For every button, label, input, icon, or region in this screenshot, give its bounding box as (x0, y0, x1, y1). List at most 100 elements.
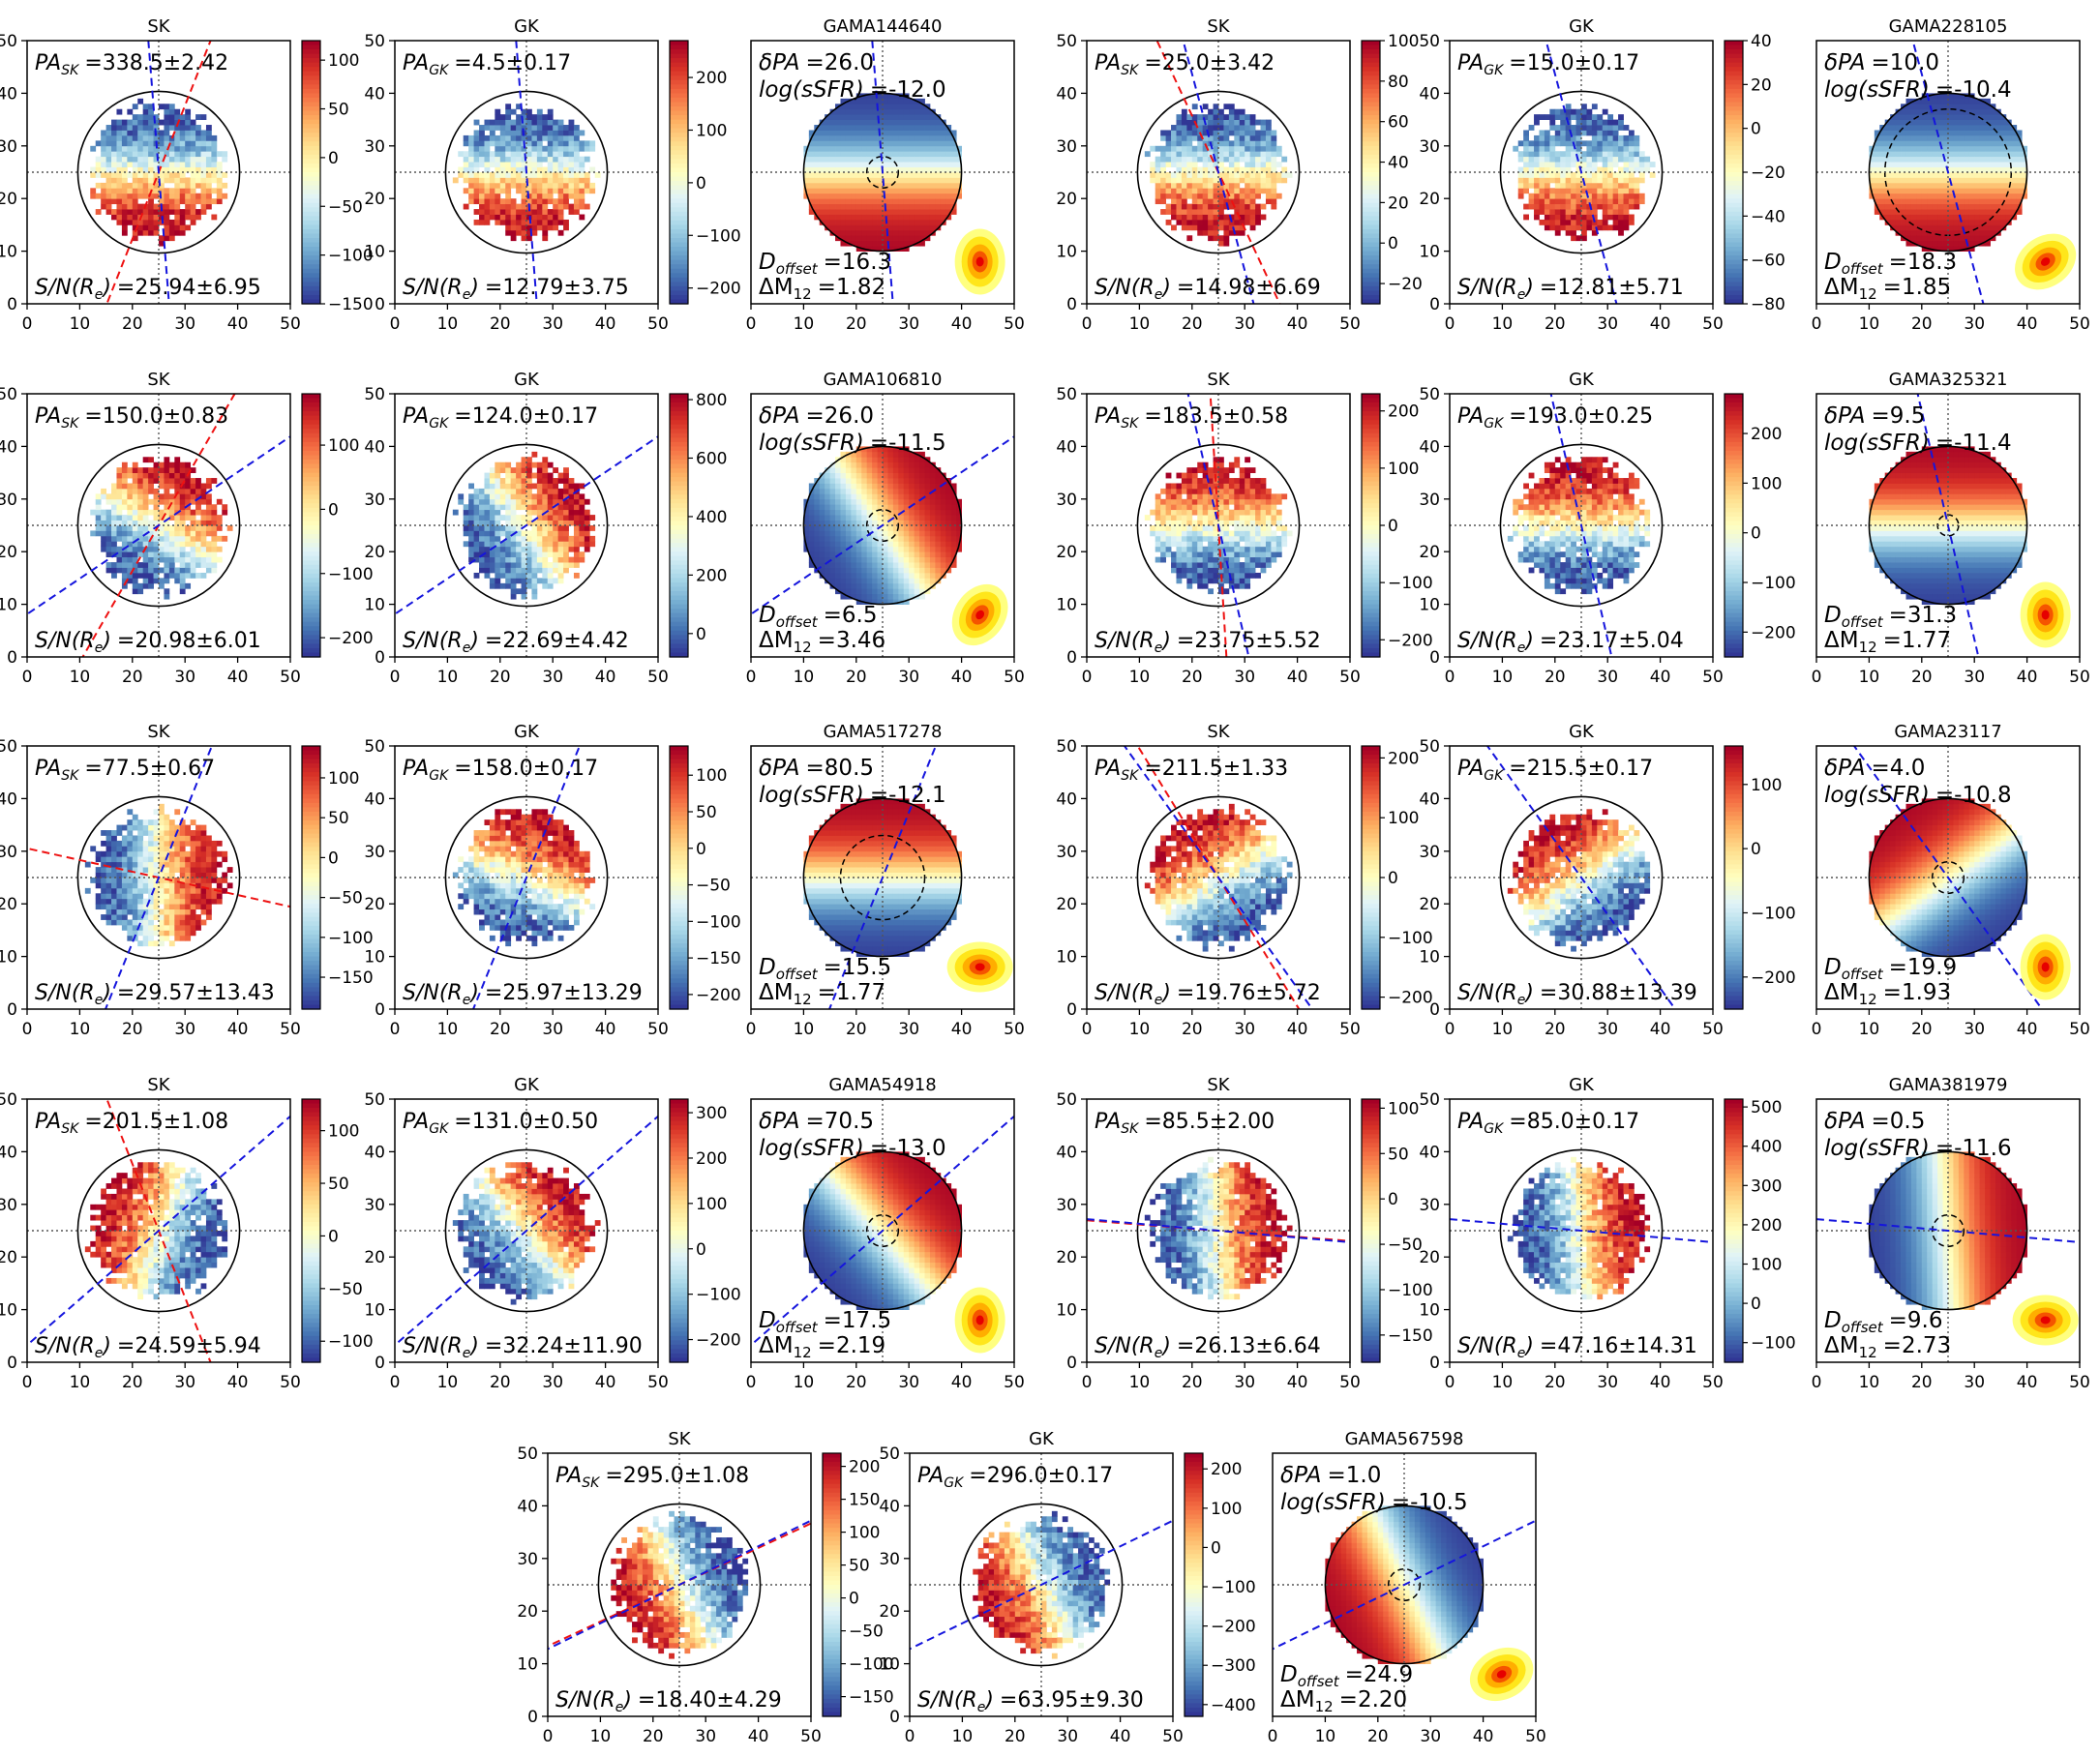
gk-pa-line (751, 435, 1014, 615)
x-tick-label: 40 (595, 314, 616, 334)
x-tick-label: 50 (1339, 668, 1361, 687)
x-tick-label: 10 (437, 1020, 459, 1039)
y-tick-label: 0 (7, 1000, 17, 1020)
colorbar-tick-label: 150 (849, 1491, 880, 1510)
colorbar-tick-label: −300 (1211, 1656, 1256, 1676)
colorbar-tick-label: −100 (849, 1655, 894, 1675)
colorbar-tick-label: −50 (849, 1623, 884, 1642)
colorbar-tick-label: 200 (696, 1149, 727, 1169)
colorbar-tick-label: 0 (328, 500, 339, 520)
colorbar-tick-label: −200 (1388, 989, 1433, 1008)
y-tick-label: 40 (364, 84, 385, 104)
sn-annotation: S/N(Re) =25.94±6.95 (35, 276, 261, 303)
gk-pa-line (1816, 1218, 2080, 1243)
y-tick-label: 30 (517, 1550, 538, 1569)
plot-area (1450, 41, 1713, 304)
x-tick-label: 40 (1287, 668, 1308, 687)
inner-dashed-circle (865, 155, 900, 190)
velocity-field (84, 803, 233, 947)
x-tick-label: 50 (1702, 668, 1724, 687)
gk-pa-line (1852, 746, 2044, 1009)
inner-dashed-circle (865, 1213, 900, 1248)
velocity-field (1507, 457, 1651, 595)
y-tick-label: 40 (1056, 437, 1077, 457)
y-tick-label: 20 (0, 1248, 17, 1267)
colorbar-tick-label: −100 (696, 226, 741, 246)
axes-frame (1449, 745, 1714, 1010)
axes-frame (909, 1452, 1174, 1717)
x-tick-label: 30 (1597, 668, 1618, 687)
colorbar-tick-label: −80 (1751, 295, 1785, 314)
y-tick-label: 30 (364, 491, 385, 510)
x-tick-label: 50 (647, 1373, 669, 1392)
pa-annotation: PAGK =193.0±0.25 (1457, 404, 1653, 432)
colorbar-tick-label: 200 (1388, 749, 1419, 768)
gk-pa-line (548, 1519, 811, 1651)
colorbar-frame (301, 393, 321, 658)
ssfr-annotation: log(sSFR) =-12.1 (759, 783, 946, 808)
delta-pa-annotation: δPA =10.0 (1824, 50, 1939, 75)
plot-area (27, 1099, 290, 1362)
panel-title: GK (514, 1075, 540, 1095)
dm12-annotation: ΔM12 =3.46 (759, 628, 885, 656)
colorbar-tick-label: −100 (1388, 574, 1433, 593)
colorbar-tick-label: −100 (1751, 1334, 1796, 1354)
dm12-annotation: ΔM12 =1.82 (759, 275, 885, 303)
panel-title: SK (147, 1075, 170, 1095)
axes-frame (1815, 1098, 2081, 1363)
x-tick-label: 10 (1492, 1020, 1514, 1039)
y-tick-label: 0 (1429, 1000, 1440, 1020)
x-tick-label: 20 (643, 1727, 664, 1746)
velocity-field (1325, 1505, 1484, 1664)
ssfr-annotation: log(sSFR) =-13.0 (759, 1136, 946, 1161)
delta-pa-annotation: δPA =70.5 (759, 1109, 874, 1134)
colorbar-tick-label: −200 (1751, 623, 1796, 642)
y-tick-label: 30 (0, 137, 17, 157)
colorbar-tick-label: 0 (1388, 869, 1398, 888)
y-tick-label: 50 (0, 737, 17, 757)
plot-area (910, 1453, 1173, 1716)
colorbar-tick-label: 200 (1751, 1216, 1782, 1236)
panel-title: GAMA144640 (824, 16, 943, 37)
colorbar-tick-label: 800 (696, 391, 727, 410)
colorbar-tick-label: 100 (328, 51, 359, 71)
y-tick-label: 0 (375, 295, 385, 314)
x-tick-label: 20 (490, 668, 511, 687)
y-tick-label: 0 (527, 1708, 538, 1727)
y-tick-label: 40 (1056, 84, 1077, 104)
x-tick-label: 20 (1182, 1020, 1203, 1039)
gk-pa-line (147, 41, 170, 304)
panel-title: GAMA228105 (1889, 16, 2008, 37)
axes-frame (1086, 393, 1351, 658)
x-tick-label: 40 (1473, 1727, 1494, 1746)
panel-title: GK (514, 370, 540, 390)
x-tick-label: 30 (174, 668, 195, 687)
colorbar-tick-label: 40 (1388, 154, 1409, 173)
axes-frame (26, 1098, 291, 1363)
panel-title: GAMA381979 (1889, 1075, 2008, 1095)
x-tick-label: 50 (1004, 1020, 1025, 1039)
colorbar-tick-label: −40 (1751, 207, 1785, 226)
colorbar-tick-label: −50 (328, 1280, 363, 1299)
plot-area (1816, 746, 2080, 1009)
pa-annotation: PASK =211.5±1.33 (1095, 757, 1288, 784)
x-tick-label: 20 (1911, 1020, 1933, 1039)
colorbar-tick-label: −200 (328, 629, 374, 648)
velocity-field (973, 1510, 1111, 1659)
delta-pa-annotation: δPA =4.0 (1824, 756, 1925, 781)
x-tick-label: 0 (1445, 1373, 1455, 1392)
x-tick-label: 20 (1005, 1727, 1026, 1746)
x-tick-label: 10 (1859, 314, 1880, 334)
x-tick-label: 40 (2017, 1020, 2038, 1039)
colorbar-frame (669, 393, 689, 658)
y-tick-label: 10 (0, 1301, 17, 1321)
colorbar-tick-label: 20 (1388, 194, 1409, 213)
y-tick-label: 10 (364, 948, 385, 968)
x-tick-label: 40 (2017, 1373, 2038, 1392)
x-tick-label: 40 (227, 1373, 249, 1392)
delta-pa-annotation: δPA =1.0 (1280, 1463, 1381, 1488)
colorbar-tick-label: 50 (328, 1175, 349, 1194)
